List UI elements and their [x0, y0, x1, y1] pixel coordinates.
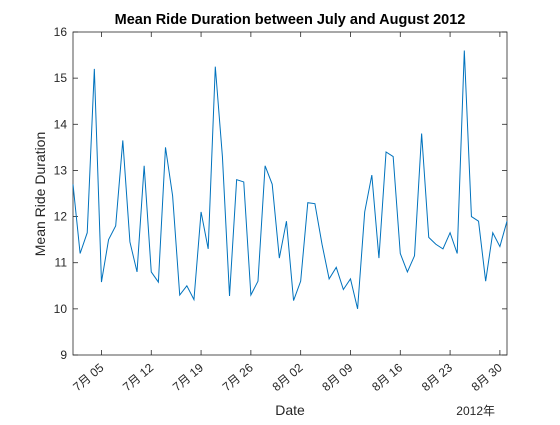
data-point — [143, 165, 145, 167]
data-point — [136, 271, 138, 273]
data-point — [114, 225, 116, 227]
data-point — [335, 266, 337, 268]
data-point — [171, 195, 173, 197]
data-point — [264, 165, 266, 167]
data-point — [506, 220, 508, 222]
data-point — [378, 257, 380, 259]
y-tick-label: 14 — [54, 117, 68, 131]
data-point — [442, 248, 444, 250]
data-point — [72, 183, 74, 185]
data-point — [292, 299, 294, 301]
data-point — [420, 132, 422, 134]
data-point — [428, 236, 430, 238]
data-point — [385, 151, 387, 153]
data-point — [342, 288, 344, 290]
data-point — [107, 238, 109, 240]
y-tick-label: 15 — [54, 71, 68, 85]
data-point — [200, 211, 202, 213]
data-point — [307, 202, 309, 204]
data-point — [235, 178, 237, 180]
data-point — [250, 294, 252, 296]
axes-box — [72, 31, 508, 356]
data-point — [221, 155, 223, 157]
data-point — [470, 215, 472, 217]
data-point — [271, 183, 273, 185]
y-tick-label: 13 — [54, 163, 68, 177]
data-point — [399, 252, 401, 254]
y-tick-label: 11 — [55, 256, 68, 270]
data-point — [356, 308, 358, 310]
data-point — [122, 139, 124, 141]
data-point — [484, 280, 486, 282]
data-point — [299, 280, 301, 282]
data-point — [179, 294, 181, 296]
data-point — [349, 278, 351, 280]
data-point — [278, 257, 280, 259]
y-tick-label: 10 — [54, 302, 68, 316]
data-point — [477, 220, 479, 222]
data-point — [285, 220, 287, 222]
data-point — [79, 252, 81, 254]
data-point — [413, 255, 415, 257]
data-point — [214, 65, 216, 67]
data-point — [86, 232, 88, 234]
data-point — [371, 174, 373, 176]
data-point — [435, 243, 437, 245]
y-tick-label: 16 — [54, 25, 68, 39]
data-line — [72, 50, 508, 309]
data-point — [499, 245, 501, 247]
data-point — [392, 155, 394, 157]
data-point — [186, 285, 188, 287]
data-point — [314, 202, 316, 204]
data-point — [257, 280, 259, 282]
data-point — [228, 295, 230, 297]
data-point — [164, 146, 166, 148]
data-point — [193, 298, 195, 300]
x-axis-year-label: 2012年 — [456, 404, 495, 418]
chart-title: Mean Ride Duration between July and Augu… — [115, 12, 466, 28]
y-tick-label: 12 — [54, 210, 68, 224]
data-point — [364, 211, 366, 213]
data-point — [157, 281, 159, 283]
data-point — [321, 243, 323, 245]
data-point — [129, 241, 131, 243]
data-point — [243, 181, 245, 183]
data-point — [93, 68, 95, 70]
data-point — [463, 49, 465, 51]
y-tick-label: 9 — [60, 348, 67, 362]
data-point — [207, 248, 209, 250]
data-point — [328, 278, 330, 280]
data-point — [492, 232, 494, 234]
data-point — [150, 271, 152, 273]
data-point — [456, 252, 458, 254]
data-point — [406, 271, 408, 273]
y-axis-label: Mean Ride Duration — [32, 132, 48, 257]
data-point — [100, 281, 102, 283]
x-axis-label: Date — [275, 402, 305, 418]
data-point — [449, 232, 451, 234]
